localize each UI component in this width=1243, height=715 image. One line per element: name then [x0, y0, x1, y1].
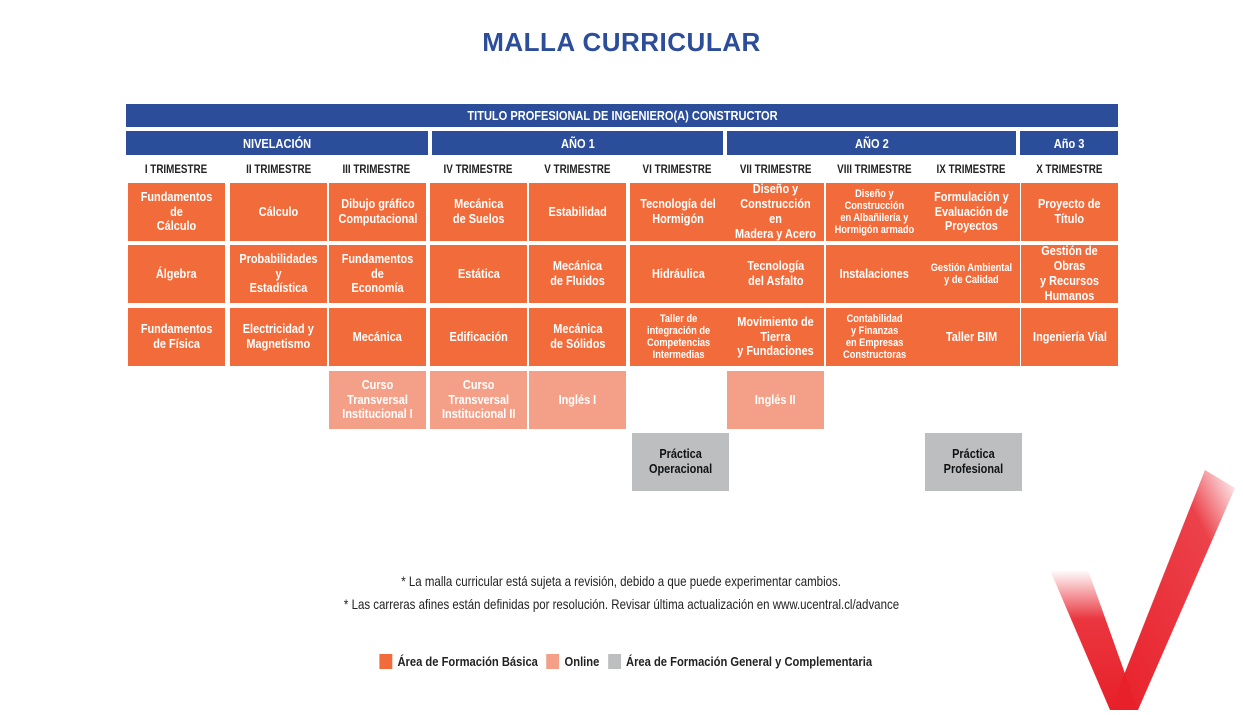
period-nivelacion: NIVELACIÓN: [126, 131, 428, 155]
trimester-3: III TRIMESTRE: [342, 162, 411, 176]
trimester-10: X TRIMESTRE: [1036, 162, 1103, 176]
course-cell: Dibujo gráfico Computacional: [329, 183, 426, 241]
trimester-7: VII TRIMESTRE: [739, 162, 812, 176]
checkmark-icon: [1050, 470, 1235, 710]
course-cell: Mecánica de Fluidos: [529, 245, 626, 303]
course-cell: Fundamentos de Economía: [329, 245, 426, 303]
course-cell: Hidráulica: [630, 245, 727, 303]
trimester-8: VIII TRIMESTRE: [837, 162, 912, 176]
period-ano-3: Año 3: [1020, 131, 1118, 155]
course-cell: Cálculo: [230, 183, 327, 241]
course-cell: Edificación: [430, 308, 527, 366]
legend: Área de Formación Básica Online Área de …: [0, 654, 1243, 669]
online-course-cell: Inglés II: [727, 371, 824, 429]
course-cell: Ingeniería Vial: [1021, 308, 1118, 366]
online-course-cell: Curso Transversal Institucional II: [430, 371, 527, 429]
trimester-9: IX TRIMESTRE: [937, 162, 1006, 176]
page-title: MALLA CURRICULAR: [482, 27, 761, 57]
general-course-cell: Práctica Profesional: [925, 433, 1022, 491]
course-cell: Álgebra: [128, 245, 225, 303]
course-cell: Tecnología del Hormigón: [630, 183, 727, 241]
general-course-cell: Práctica Operacional: [632, 433, 729, 491]
note-resolution: * Las carreras afines están definidas po…: [343, 596, 900, 612]
trimester-2: II TRIMESTRE: [245, 162, 312, 176]
course-cell: Probabilidades y Estadística: [230, 245, 327, 303]
trimester-1: I TRIMESTRE: [145, 162, 208, 176]
note-revision: * La malla curricular está sujeta a revi…: [401, 573, 842, 589]
course-cell: Tecnología del Asfalto: [727, 245, 824, 303]
course-cell: Instalaciones: [826, 245, 923, 303]
course-cell: Taller de integración de Competencias In…: [630, 308, 727, 366]
course-cell: Mecánica: [329, 308, 426, 366]
course-cell: Diseño y Construcción en Madera y Acero: [727, 181, 824, 241]
period-ano-2: AÑO 2: [727, 131, 1016, 155]
course-cell: Gestión de Obras y Recursos Humanos: [1021, 243, 1118, 303]
trimester-6: VI TRIMESTRE: [643, 162, 712, 176]
course-cell: Diseño y Construcción en Albañilería y H…: [826, 183, 923, 241]
course-cell: Contabilidad y Finanzas en Empresas Cons…: [826, 308, 923, 366]
legend-swatch-basic: [379, 654, 393, 669]
course-cell: Proyecto de Título: [1021, 183, 1118, 241]
course-cell: Taller BIM: [923, 308, 1020, 366]
course-cell: Mecánica de Suelos: [430, 183, 527, 241]
course-cell: Fundamentos de Cálculo: [128, 183, 225, 241]
course-cell: Gestión Ambiental y de Calidad: [923, 245, 1020, 303]
online-course-cell: Inglés I: [529, 371, 626, 429]
trimester-5: V TRIMESTRE: [544, 162, 611, 176]
trimester-4: IV TRIMESTRE: [444, 162, 513, 176]
legend-label-general: Área de Formación General y Complementar…: [626, 654, 873, 669]
online-course-cell: Curso Transversal Institucional I: [329, 371, 426, 429]
legend-label-online: Online: [564, 654, 600, 669]
legend-label-basic: Área de Formación Básica: [397, 654, 538, 669]
course-cell: Mecánica de Sólidos: [529, 308, 626, 366]
course-cell: Formulación y Evaluación de Proyectos: [923, 183, 1020, 241]
course-cell: Fundamentos de Física: [128, 308, 225, 366]
period-ano-1: AÑO 1: [432, 131, 723, 155]
legend-swatch-general: [608, 654, 621, 669]
legend-swatch-online: [546, 654, 560, 669]
course-cell: Movimiento de Tierra y Fundaciones: [727, 308, 824, 366]
course-cell: Estabilidad: [529, 183, 626, 241]
course-cell: Estática: [430, 245, 527, 303]
course-cell: Electricidad y Magnetismo: [230, 308, 327, 366]
career-header: TITULO PROFESIONAL DE INGENIERO(A) CONST…: [126, 104, 1118, 127]
